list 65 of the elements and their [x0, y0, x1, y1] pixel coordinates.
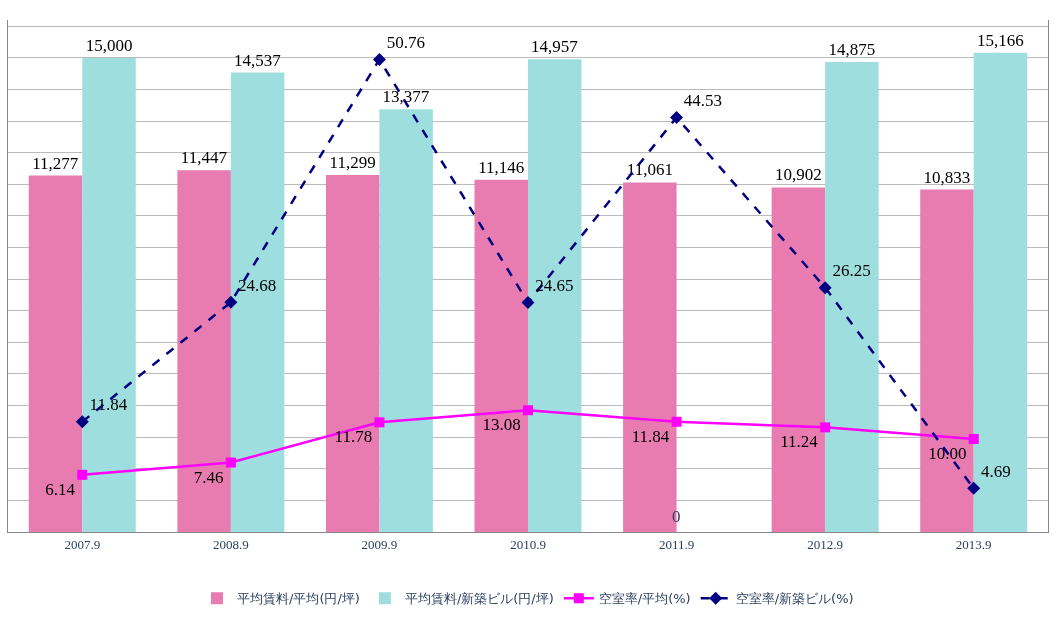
data-label: 10,902 [775, 165, 822, 185]
x-tick-label: 2011.9 [658, 536, 695, 552]
data-label: 15,166 [977, 30, 1024, 50]
data-label: 11.84 [89, 395, 128, 415]
x-tick-label: 2008.9 [212, 536, 249, 552]
x-tick-label: 2013.9 [955, 536, 992, 552]
point [75, 415, 89, 429]
bar [177, 170, 231, 532]
data-label: 50.76 [386, 32, 425, 52]
x-tick-label: 2010.9 [510, 536, 546, 552]
point [968, 433, 979, 444]
point [521, 296, 535, 310]
legend-label: 平均賃料/新築ビル(円/坪) [404, 591, 554, 607]
x-tick-label: 2009.9 [361, 536, 398, 552]
data-label: 11,277 [32, 153, 79, 173]
legend-label: 空室率/新築ビル(%) [735, 591, 854, 607]
point [820, 422, 831, 433]
point [671, 416, 682, 427]
point [670, 110, 684, 124]
bar [528, 59, 582, 532]
data-label: 11.84 [631, 426, 670, 446]
x-tick-label: 2007.9 [64, 536, 101, 552]
data-label: 44.53 [683, 90, 723, 110]
data-label: 13,377 [382, 87, 430, 107]
data-label: 11,299 [329, 152, 376, 172]
point [374, 417, 385, 428]
data-label: 15,000 [85, 35, 133, 55]
data-label: 7.46 [193, 467, 224, 487]
data-label: 4.69 [980, 461, 1011, 481]
data-label: 10.00 [928, 443, 967, 463]
bar [379, 109, 433, 532]
annotation: 0 [672, 507, 681, 526]
data-label: 10,833 [923, 167, 971, 187]
legend-label: 空室率/平均(%) [598, 591, 691, 607]
bar [474, 179, 528, 532]
data-label: 11,061 [626, 160, 673, 180]
bar [82, 57, 136, 532]
x-tick-label: 2012.9 [807, 536, 844, 552]
point [818, 281, 832, 295]
bar [771, 187, 826, 532]
point [224, 295, 238, 309]
data-label: 11,447 [180, 148, 228, 168]
data-label: 24.65 [535, 276, 574, 296]
data-label: 11.24 [780, 432, 819, 452]
point [77, 469, 88, 480]
bar [825, 61, 879, 532]
data-label: 14,957 [531, 37, 579, 57]
point [523, 405, 533, 416]
bar [973, 52, 1028, 532]
point [225, 457, 236, 468]
bar [920, 189, 974, 532]
bar [325, 174, 380, 532]
data-label: 24.68 [238, 275, 277, 295]
data-label: 11.78 [334, 427, 373, 447]
bar [230, 72, 285, 532]
data-label: 6.14 [45, 479, 76, 499]
bar [28, 175, 83, 532]
point [967, 481, 981, 495]
data-label: 13.08 [482, 415, 521, 435]
legend-label: 平均賃料/平均(円/坪) [237, 591, 360, 607]
point [372, 52, 386, 66]
data-label: 11,146 [478, 157, 525, 177]
data-label: 14,537 [233, 50, 282, 70]
data-label: 26.25 [832, 261, 871, 281]
data-label: 14,875 [828, 39, 876, 59]
